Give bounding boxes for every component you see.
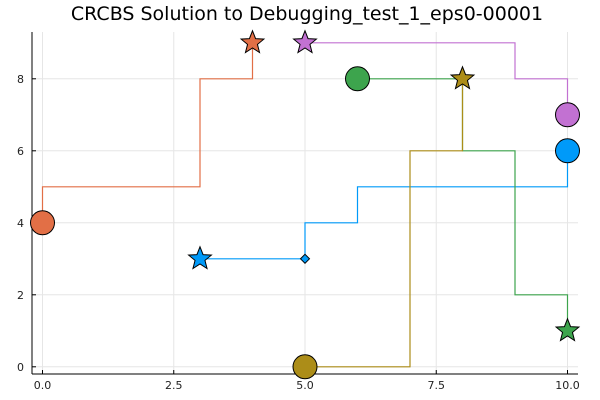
x-tick-label: 10.0 [555,379,580,392]
y-tick-label: 0 [17,361,24,374]
series-5-goal-marker [449,65,476,90]
series-4-goal-marker [292,29,318,54]
series-3-start-marker [345,66,370,92]
x-tick-label: 2.5 [165,379,183,392]
series-5-path [305,78,464,368]
y-tick-label: 2 [17,289,24,302]
axes: 0.0 2.5 5.0 7.5 10.0 0 2 4 6 8 [17,32,580,392]
series-2-goal-marker [187,245,213,270]
series-4-path [305,42,569,115]
series-1-goal-marker [239,29,266,54]
chart-title: CRCBS Solution to Debugging_test_1_eps0-… [71,3,543,25]
x-tick-label: 0.0 [34,379,52,392]
series-2-start-marker [555,138,580,164]
y-tick-label: 8 [17,73,24,86]
series-1-start-marker [30,210,55,236]
x-tick-label: 7.5 [428,379,446,392]
grid [32,32,578,374]
y-tick-label: 6 [17,145,24,158]
y-tick-label: 4 [17,217,24,230]
series-2-waypoint-marker [299,253,311,265]
series-1-path [41,42,254,223]
series-layer [30,29,581,380]
series-5-start-marker [292,354,318,380]
series-3-goal-marker [554,317,581,342]
series-4-start-marker [555,102,580,128]
x-tick-label: 5.0 [296,379,314,392]
series-2-path [200,150,569,260]
